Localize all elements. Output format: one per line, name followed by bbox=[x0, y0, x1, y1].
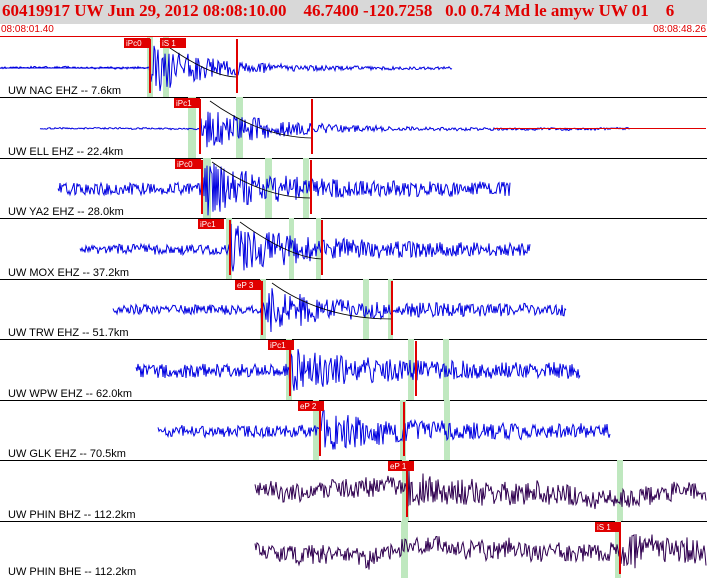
station-label: UW PHIN BHE -- 112.2km bbox=[8, 566, 136, 578]
waveform bbox=[157, 409, 611, 450]
pick-flag: iS 1 bbox=[595, 522, 621, 532]
pick-label: iPc1 bbox=[270, 341, 286, 350]
pick-label: iPc1 bbox=[176, 99, 192, 108]
waveform bbox=[57, 163, 511, 216]
pick-box bbox=[595, 522, 621, 532]
trace-row: iPc1 UW WPW EHZ -- 62.0km bbox=[0, 339, 707, 401]
analysis-window bbox=[402, 460, 409, 521]
travel-time-curve bbox=[211, 161, 312, 199]
trace-row: iPc0 iS 1 UW NAC EHZ -- 7.6km bbox=[0, 37, 707, 98]
pick-box bbox=[198, 219, 224, 229]
pick-label: iS 1 bbox=[597, 523, 611, 532]
pick-flag: iPc1 bbox=[268, 340, 294, 350]
pick-label: iPc0 bbox=[177, 160, 193, 169]
station-label: UW GLK EHZ -- 70.5km bbox=[8, 448, 126, 460]
pick-flag: iPc1 bbox=[174, 98, 200, 108]
pick-box bbox=[388, 461, 414, 471]
trace-row: iPc1 UW MOX EHZ -- 37.2km bbox=[0, 218, 707, 280]
travel-time-curve bbox=[271, 282, 393, 320]
station-label: UW TRW EHZ -- 51.7km bbox=[8, 327, 129, 339]
event-title: 60419917 UW Jun 29, 2012 08:08:10.00 46.… bbox=[0, 0, 707, 24]
pick-label: iPc1 bbox=[200, 220, 216, 229]
pick-label: iPc0 bbox=[126, 39, 142, 48]
analysis-window bbox=[188, 97, 196, 158]
pick-flag: iPc0 bbox=[175, 159, 201, 169]
waveform bbox=[135, 349, 581, 392]
trace-panel: iPc0 iS 1 UW NAC EHZ -- 7.6km iPc1 UW ELL EH… bbox=[0, 37, 707, 578]
pick-label: iS 1 bbox=[162, 39, 176, 48]
pick-flag: eP 2 bbox=[298, 401, 324, 411]
pick-box bbox=[174, 98, 200, 108]
analysis-window bbox=[388, 279, 393, 339]
pick-flag: iPc1 bbox=[198, 219, 224, 229]
pick-box bbox=[235, 280, 261, 290]
station-label: UW PHIN BHZ -- 112.2km bbox=[8, 509, 136, 521]
pick-label: eP 2 bbox=[300, 402, 317, 411]
trace-row: iS 1 UW PHIN BHE -- 112.2km bbox=[8, 521, 707, 578]
station-label: UW YA2 EHZ -- 28.0km bbox=[8, 206, 124, 218]
station-label: UW ELL EHZ -- 22.4km bbox=[8, 146, 123, 158]
trace-row: iPc0 UW YA2 EHZ -- 28.0km bbox=[0, 158, 707, 219]
start-time: 08:08:01.40 bbox=[1, 24, 54, 36]
pick-label: eP 3 bbox=[237, 281, 254, 290]
trace-row: eP 1 UW PHIN BHZ -- 112.2km bbox=[0, 460, 707, 522]
analysis-window bbox=[444, 400, 450, 460]
analysis-window bbox=[316, 218, 321, 279]
waveform bbox=[254, 534, 707, 570]
waveform bbox=[39, 111, 631, 148]
pick-flag: eP 3 bbox=[235, 280, 261, 290]
analysis-window bbox=[303, 158, 309, 218]
pick-box bbox=[268, 340, 294, 350]
pick-box bbox=[124, 38, 150, 48]
pick-box bbox=[160, 38, 186, 48]
pick-label: eP 1 bbox=[390, 462, 407, 471]
waveform bbox=[0, 45, 453, 92]
pick-box bbox=[298, 401, 324, 411]
pick-flag: iPc0 bbox=[124, 38, 150, 48]
analysis-window bbox=[617, 460, 623, 521]
station-label: UW NAC EHZ -- 7.6km bbox=[8, 85, 121, 97]
station-label: UW MOX EHZ -- 37.2km bbox=[8, 267, 129, 279]
station-label: UW WPW EHZ -- 62.0km bbox=[8, 388, 132, 400]
pick-flag: iS 1 bbox=[160, 38, 186, 48]
pick-flag: eP 1 bbox=[388, 461, 414, 471]
header-rule bbox=[0, 36, 707, 37]
pick-box bbox=[175, 159, 201, 169]
waveform bbox=[112, 288, 567, 334]
end-time: 08:08:48.26 bbox=[653, 24, 706, 36]
analysis-window bbox=[313, 400, 319, 460]
travel-time-curve bbox=[209, 100, 313, 139]
trace-row: eP 2 UW GLK EHZ -- 70.5km bbox=[0, 400, 707, 461]
waveform bbox=[254, 470, 707, 510]
trace-row: iPc1 UW ELL EHZ -- 22.4km bbox=[0, 97, 707, 159]
waveform bbox=[79, 223, 531, 272]
trace-row: eP 3 UW TRW EHZ -- 51.7km bbox=[0, 279, 707, 340]
travel-time-curve bbox=[239, 221, 323, 260]
